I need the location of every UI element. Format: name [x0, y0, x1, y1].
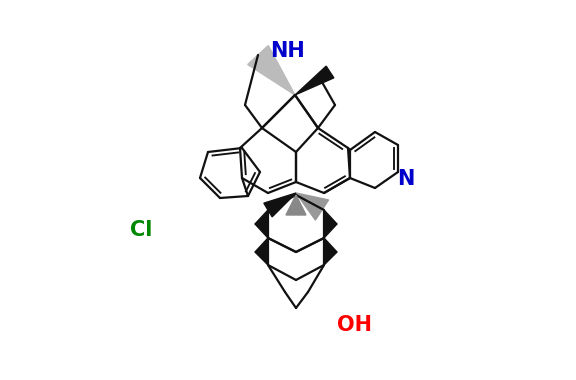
- Polygon shape: [296, 193, 328, 220]
- Polygon shape: [324, 238, 337, 265]
- Text: OH: OH: [337, 315, 372, 335]
- Polygon shape: [295, 66, 334, 95]
- Polygon shape: [255, 210, 268, 238]
- Polygon shape: [255, 238, 268, 265]
- Text: N: N: [397, 169, 415, 188]
- Text: Cl: Cl: [130, 220, 152, 240]
- Text: NH: NH: [271, 41, 305, 61]
- Polygon shape: [324, 210, 337, 238]
- Polygon shape: [248, 46, 295, 95]
- Polygon shape: [264, 193, 296, 217]
- Polygon shape: [286, 195, 306, 215]
